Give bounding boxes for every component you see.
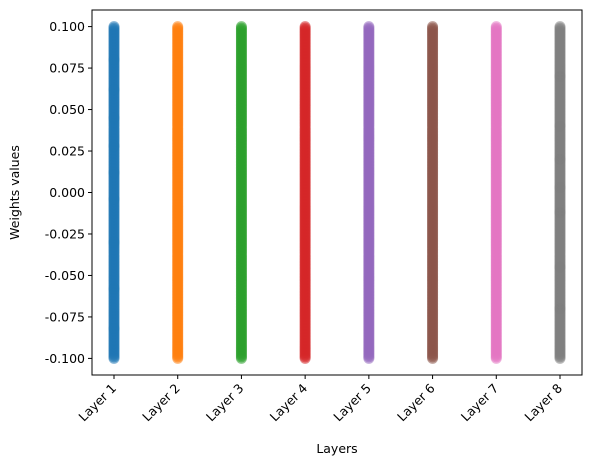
y-axis: -0.100 -0.075 -0.050 -0.025 0.000 0.025 0.050 0… [45,19,92,366]
y-tick-label: -0.100 [45,351,85,366]
x-tick-label: Layer 8 [521,380,565,424]
y-tick-label: 0.000 [49,185,85,200]
y-tick-label: 0.100 [49,19,85,34]
y-tick-label: -0.050 [45,268,85,283]
data-point [363,352,375,364]
x-tick-label: Layer 2 [139,381,183,425]
plot-area [92,10,582,375]
x-tick-label: Layer 4 [267,380,311,424]
data-point [554,70,566,82]
x-axis-label: Layers [316,441,357,456]
y-tick-label: -0.075 [45,309,85,324]
series-7 [490,21,502,364]
data-point [172,352,184,364]
data-point [554,182,566,194]
series-4 [299,21,311,364]
data-point [108,167,120,179]
x-axis: Layer 1 Layer 2 Layer 3 Layer 4 Layer 5 Layer… [75,375,565,424]
data-point [554,303,566,315]
y-tick-label: 0.075 [49,61,85,76]
series-5 [363,21,375,364]
data-point [554,352,566,364]
data-point [299,352,311,364]
series-3 [235,21,247,364]
data-point [235,352,247,364]
series-6 [427,21,439,364]
data-point [108,352,120,364]
y-tick-label: 0.050 [49,102,85,117]
y-tick-label: -0.025 [45,226,85,241]
data-point [108,236,120,248]
data-point [554,120,566,132]
x-tick-label: Layer 6 [394,380,438,424]
x-tick-label: Layer 1 [75,381,119,425]
data-point [108,54,120,66]
x-tick-label: Layer 5 [330,381,374,425]
data-point [490,352,502,364]
series-2 [172,21,184,364]
data-point [427,352,439,364]
data-point [108,283,120,295]
series-8 [554,21,566,364]
data-point [554,206,566,218]
series-1 [108,21,120,364]
data-point [108,140,120,152]
plot-frame [91,9,583,376]
data-points [108,21,566,364]
data-point [108,112,120,124]
data-point [554,153,566,165]
y-tick-label: 0.025 [49,144,85,159]
x-tick-label: Layer 7 [458,381,502,425]
data-point [108,193,120,205]
data-point [108,323,120,335]
y-axis-label: Weights values [7,145,22,240]
x-tick-label: Layer 3 [203,381,247,425]
data-point [108,84,120,96]
data-point [554,261,566,273]
